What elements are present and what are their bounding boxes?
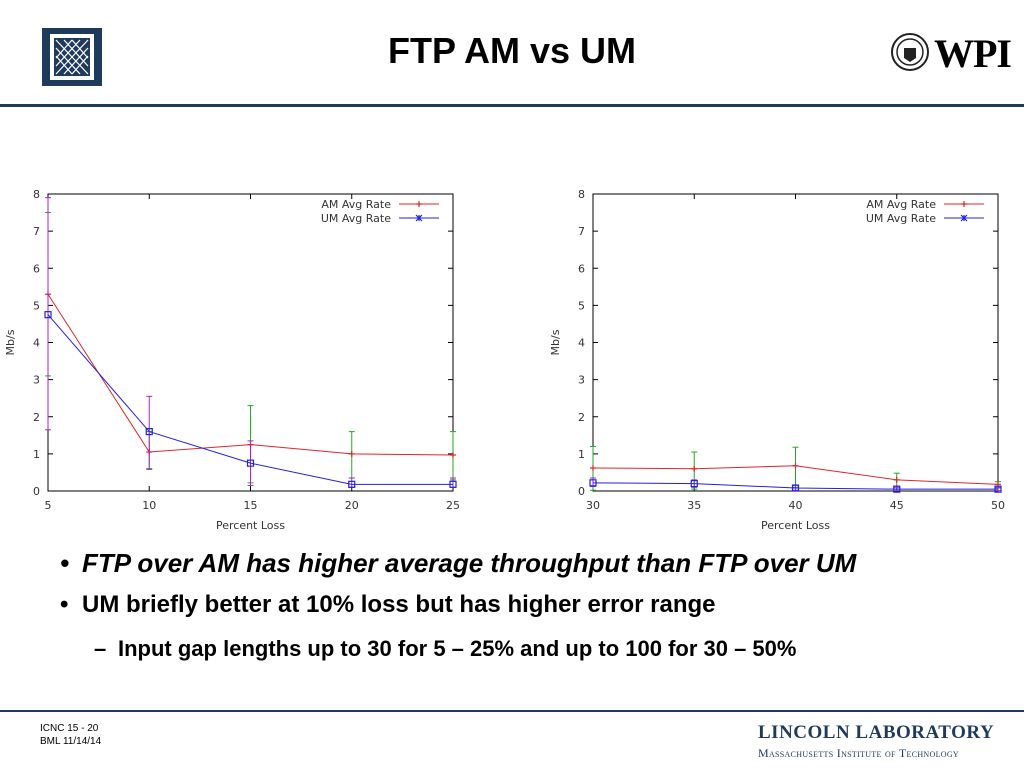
data-point xyxy=(246,459,255,467)
y-axis-label: Mb/s xyxy=(549,329,562,355)
footer-author-date: BML 11/14/14 xyxy=(40,736,102,747)
data-point xyxy=(590,464,596,471)
data-point xyxy=(791,484,800,492)
sub-bullet-item: – Input gap lengths up to 30 for 5 – 25% … xyxy=(94,636,796,662)
data-point xyxy=(44,311,52,319)
x-tick-label: 45 xyxy=(890,499,904,512)
y-tick-label: 4 xyxy=(33,337,40,350)
legend-marker xyxy=(415,214,423,222)
footer-lab-name: LINCOLN LABORATORY xyxy=(758,722,995,743)
y-tick-label: 5 xyxy=(33,299,40,312)
legend-label: AM Avg Rate xyxy=(866,198,936,211)
y-tick-label: 4 xyxy=(578,337,585,350)
sub-bullet-dash: – xyxy=(94,636,107,661)
y-tick-label: 8 xyxy=(33,188,40,201)
series-line xyxy=(47,314,453,485)
y-tick-label: 8 xyxy=(578,188,585,201)
data-point xyxy=(450,451,456,458)
wpi-seal-icon xyxy=(891,33,929,71)
bullet-item: • FTP over AM has higher average throughp… xyxy=(60,548,856,579)
x-tick-label: 35 xyxy=(687,499,701,512)
bullet-item: • UM briefly better at 10% loss but has h… xyxy=(60,591,716,619)
bullet-text: UM briefly better at 10% loss but has hi… xyxy=(82,591,716,618)
data-point xyxy=(994,485,1002,493)
y-tick-label: 5 xyxy=(578,299,585,312)
bullet-text: FTP over AM has higher average throughpu… xyxy=(82,548,857,578)
y-tick-label: 1 xyxy=(33,448,40,461)
y-tick-label: 6 xyxy=(578,262,585,275)
lincoln-lab-logo xyxy=(42,28,102,86)
data-point xyxy=(348,480,356,488)
data-point xyxy=(691,465,698,472)
data-point xyxy=(449,480,457,488)
data-point xyxy=(348,450,355,457)
sub-bullet-text: Input gap lengths up to 30 for 5 – 25% a… xyxy=(118,636,797,661)
y-tick-label: 3 xyxy=(33,374,40,387)
y-tick-label: 6 xyxy=(33,262,40,275)
x-tick-label: 50 xyxy=(991,499,1005,512)
lincoln-laboratory-wordmark: LINCOLN LABORATORY Massachusetts Institu… xyxy=(758,722,994,761)
chart-left: 0 1 2 3 4 5 6 7 8 5 10 15 20 25 Percent Loss Mb/s AM Avg… xyxy=(4,188,460,532)
x-tick-label: 20 xyxy=(345,499,359,512)
legend-label: UM Avg Rate xyxy=(866,212,936,225)
legend-label: UM Avg Rate xyxy=(321,212,391,225)
slide-title: FTP AM vs UM xyxy=(387,30,637,71)
bullet-dot: • xyxy=(60,591,69,618)
x-tick-label: 15 xyxy=(244,499,258,512)
data-point xyxy=(893,485,901,493)
x-axis-label: Percent Loss xyxy=(761,519,830,532)
data-point xyxy=(145,428,153,436)
legend-marker xyxy=(961,201,967,207)
y-tick-label: 7 xyxy=(578,225,585,238)
header-divider xyxy=(0,104,1024,107)
x-tick-label: 5 xyxy=(45,499,52,512)
data-point xyxy=(893,476,900,483)
y-tick-label: 0 xyxy=(33,485,40,498)
y-tick-label: 2 xyxy=(33,411,40,424)
y-axis-label: Mb/s xyxy=(4,329,17,355)
x-tick-label: 30 xyxy=(586,499,600,512)
footer-conference: ICNC 15 - 20 xyxy=(40,723,99,734)
x-axis-label: Percent Loss xyxy=(216,519,285,532)
data-point xyxy=(792,462,799,469)
legend-marker xyxy=(960,214,968,222)
y-tick-label: 3 xyxy=(578,374,585,387)
plot-frame xyxy=(592,193,999,492)
data-point xyxy=(690,479,698,488)
y-tick-label: 1 xyxy=(578,448,585,461)
y-tick-label: 2 xyxy=(578,411,585,424)
footer-info: ICNC 15 - 20 BML 11/14/14 xyxy=(40,722,101,748)
y-tick-label: 7 xyxy=(33,225,40,238)
legend-label: AM Avg Rate xyxy=(321,198,391,211)
y-tick-label: 0 xyxy=(578,485,585,498)
x-tick-label: 40 xyxy=(789,499,803,512)
footer-divider xyxy=(0,710,1024,712)
x-tick-label: 10 xyxy=(142,499,156,512)
x-tick-label: 25 xyxy=(446,499,460,512)
data-point xyxy=(589,479,597,487)
wpi-logo-text: WPI xyxy=(934,31,1012,76)
footer-institution: Massachusetts Institute of Technology xyxy=(758,746,959,760)
bullet-dot: • xyxy=(60,548,70,578)
legend-marker xyxy=(416,201,422,207)
series-line xyxy=(592,482,998,490)
